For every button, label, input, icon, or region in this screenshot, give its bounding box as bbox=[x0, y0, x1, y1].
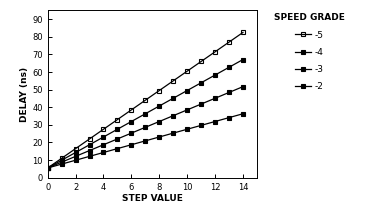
Y-axis label: DELAY (ns): DELAY (ns) bbox=[21, 66, 29, 122]
X-axis label: STEP VALUE: STEP VALUE bbox=[122, 194, 183, 203]
Legend: -5, -4, -3, -2: -5, -4, -3, -2 bbox=[272, 12, 346, 93]
